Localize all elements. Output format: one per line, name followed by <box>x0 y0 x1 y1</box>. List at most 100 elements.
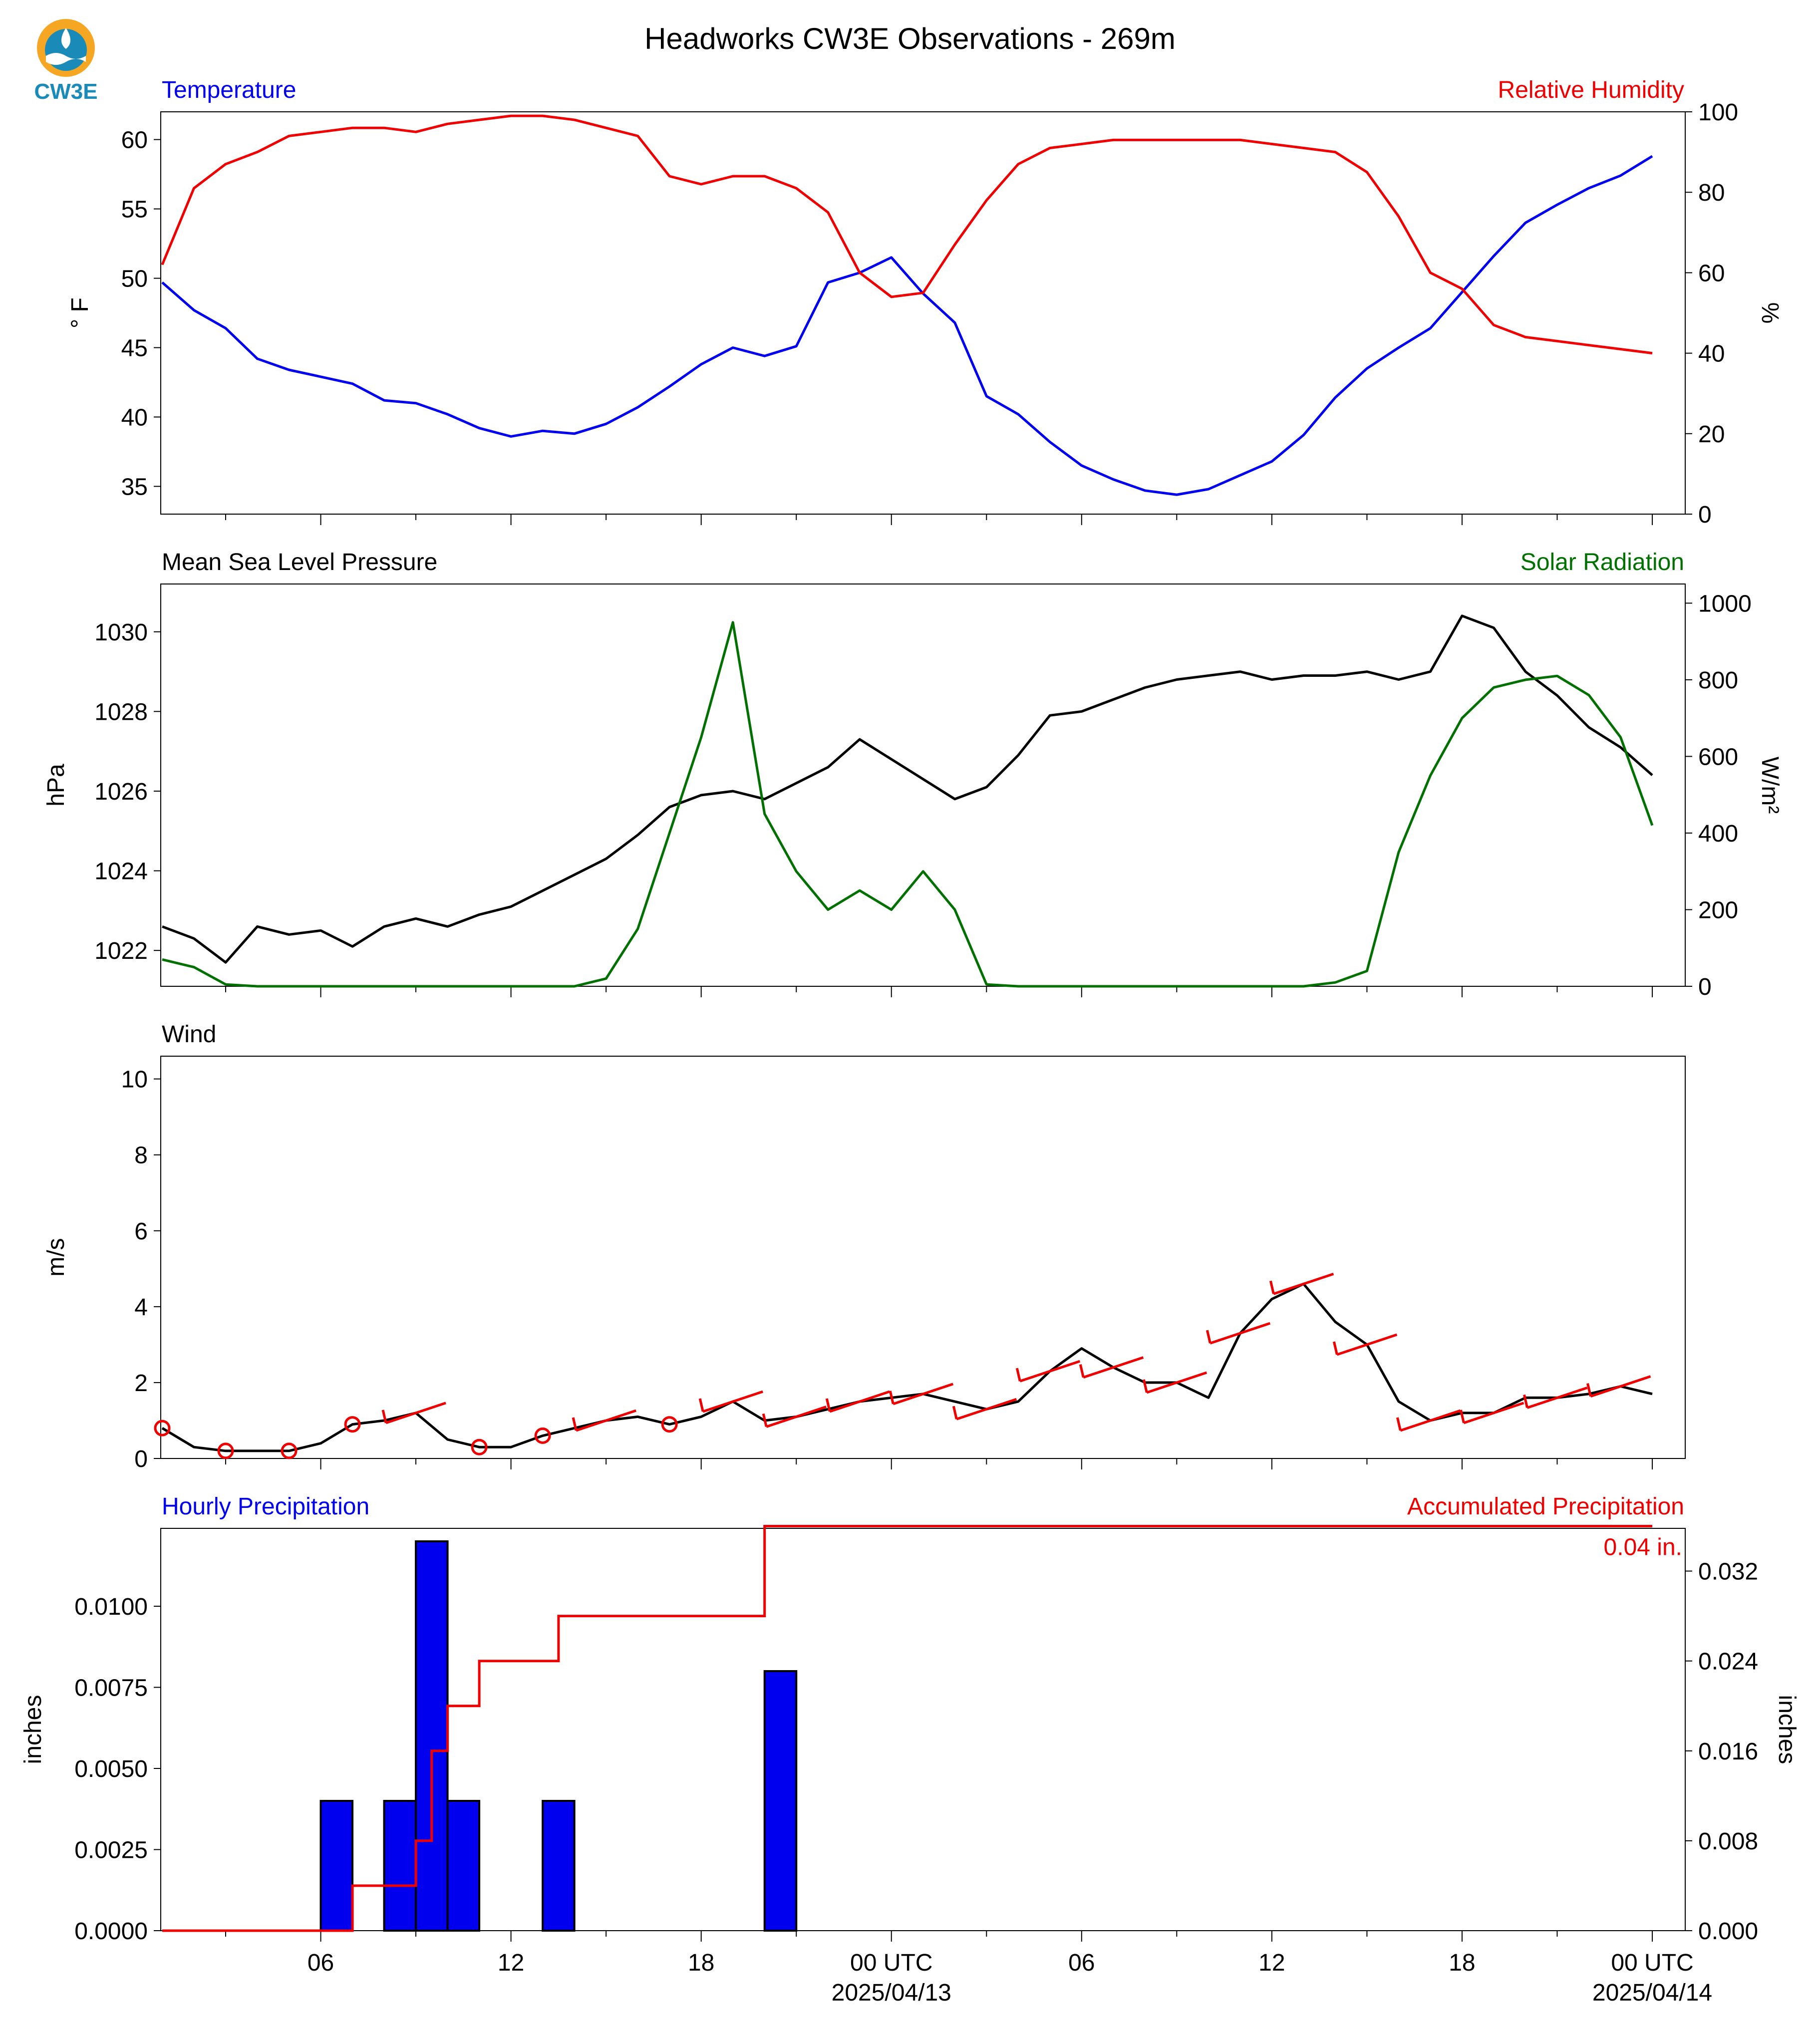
logo-drop-icon <box>61 28 70 49</box>
accumulated-precip-line <box>162 1525 1652 1932</box>
left-y-tick-label: 0.0025 <box>74 1837 148 1864</box>
wind-barb <box>1463 1402 1524 1425</box>
wind-barb-flag <box>1586 1383 1592 1397</box>
wind-barb-flag <box>1079 1364 1085 1378</box>
left-y-tick-label: 1024 <box>94 859 148 885</box>
precip-bar <box>542 1800 576 1932</box>
logo-text: CW3E <box>34 79 97 104</box>
panel-2: Mean Sea Level Pressure Solar Radiation 10… <box>43 549 1783 1000</box>
wind-barb <box>1273 1272 1334 1295</box>
wind-calm-marker <box>534 1427 551 1444</box>
right-y-tick-label: 40 <box>1698 341 1725 367</box>
left-axis-label: inches <box>20 1695 46 1764</box>
panel-1: Temperature Relative Humidity 35 40 45 50 55 60… <box>67 77 1783 528</box>
wind-barb-flag <box>1206 1330 1212 1344</box>
left-y-tick-label: 50 <box>121 266 148 292</box>
wind-barb-flag <box>572 1417 578 1431</box>
wind-barb <box>1526 1386 1588 1409</box>
wind-barb-flag <box>698 1398 704 1412</box>
right-y-tick-label: 0 <box>1698 974 1712 1000</box>
wind-barb <box>766 1405 827 1428</box>
left-y-tick-label: 1028 <box>94 699 148 725</box>
left-y-tick-label: 55 <box>121 197 148 223</box>
left-y-tick-label: 1022 <box>94 938 148 964</box>
x-tick-label: 06 <box>307 1950 334 1976</box>
left-y-tick-label: 6 <box>134 1218 148 1245</box>
series-line-2 <box>162 621 1654 988</box>
x-tick-label: 00 UTC <box>850 1950 932 1976</box>
right-y-tick-label: 20 <box>1698 421 1725 448</box>
x-tick-label: 12 <box>498 1950 524 1976</box>
wind-calm-marker <box>154 1420 171 1437</box>
series-line-2 <box>161 114 1653 355</box>
x-tick-label: 12 <box>1258 1950 1285 1976</box>
right-panel-title: Solar Radiation <box>1520 549 1684 576</box>
wind-barb-flag <box>1269 1280 1275 1294</box>
left-panel-title: Mean Sea Level Pressure <box>162 549 437 576</box>
wind-barb-flag <box>1396 1417 1402 1431</box>
wind-barb <box>829 1390 891 1413</box>
left-y-tick-label: 1030 <box>94 619 148 646</box>
wind-barb <box>1336 1333 1398 1356</box>
series-line-1 <box>161 155 1653 496</box>
plot-frame <box>160 1528 1686 1931</box>
cw3e-logo: CW3E <box>34 19 98 104</box>
wind-barb <box>1146 1371 1208 1394</box>
wind-barb-flag <box>762 1413 768 1427</box>
precip-bar <box>319 1800 354 1932</box>
right-panel-title: Accumulated Precipitation <box>1407 1493 1684 1520</box>
right-axis-label: % <box>1757 302 1783 324</box>
x-tick-label: 18 <box>688 1950 714 1976</box>
panel-3: Wind 0 2 4 6 8 10 m/s <box>43 1021 1686 1472</box>
wind-barb-flag <box>381 1410 387 1424</box>
wind-barb-flag <box>1460 1410 1465 1424</box>
right-y-tick-label: 800 <box>1698 667 1738 694</box>
wind-barb-flag <box>952 1406 958 1420</box>
series-line-1 <box>161 1282 1653 1452</box>
x-tick-date-label: 2025/04/13 <box>832 1980 951 2006</box>
left-y-tick-label: 0 <box>134 1446 148 1472</box>
left-y-tick-label: 10 <box>121 1067 148 1093</box>
left-y-tick-label: 0.0100 <box>74 1594 148 1620</box>
right-y-tick-label: 400 <box>1698 821 1738 847</box>
precip-bar <box>763 1670 798 1932</box>
precip-bar <box>383 1800 417 1932</box>
x-tick-label: 06 <box>1068 1950 1095 1976</box>
wind-barb-flag <box>889 1391 895 1405</box>
left-panel-title: Temperature <box>162 77 296 103</box>
wind-calm-marker <box>661 1416 678 1433</box>
right-y-tick-label: 0.016 <box>1698 1738 1758 1765</box>
right-y-tick-label: 0.008 <box>1698 1828 1758 1855</box>
panels: Temperature Relative Humidity354045505560… <box>20 77 1800 2006</box>
right-y-tick-label: 60 <box>1698 260 1725 287</box>
left-y-tick-label: 45 <box>121 335 148 361</box>
wind-barb <box>1400 1409 1461 1432</box>
right-axis-label: W/m² <box>1757 757 1783 814</box>
wind-calm-marker <box>217 1443 234 1459</box>
right-y-tick-label: 1000 <box>1698 590 1752 617</box>
right-y-tick-label: 200 <box>1698 897 1738 923</box>
wind-barb <box>576 1409 636 1432</box>
logo-wave-icon <box>46 53 86 65</box>
wind-calm-marker <box>471 1439 488 1455</box>
wind-barb <box>385 1402 446 1425</box>
left-axis-label: hPa <box>43 764 69 807</box>
left-y-tick-label: 4 <box>134 1294 148 1321</box>
wind-barb-flag <box>1332 1341 1338 1355</box>
x-tick-date-label: 2025/04/14 <box>1592 1980 1712 2006</box>
left-panel-title: Wind <box>162 1021 216 1048</box>
wind-barb <box>956 1398 1017 1421</box>
left-y-tick-label: 2 <box>134 1370 148 1397</box>
wind-barb <box>1590 1375 1651 1398</box>
precip-bar <box>446 1800 481 1932</box>
wind-barb-flag <box>1015 1368 1021 1382</box>
plot-frame <box>160 583 1686 987</box>
panel-4: Hourly Precipitation Accumulated Precipit… <box>20 1493 1800 2006</box>
wind-calm-marker <box>344 1416 361 1433</box>
wind-barb <box>1019 1360 1081 1383</box>
left-y-tick-label: 1026 <box>94 779 148 805</box>
left-panel-title: Hourly Precipitation <box>162 1493 369 1520</box>
wind-calm-marker <box>281 1443 298 1459</box>
wind-barb <box>893 1383 954 1406</box>
